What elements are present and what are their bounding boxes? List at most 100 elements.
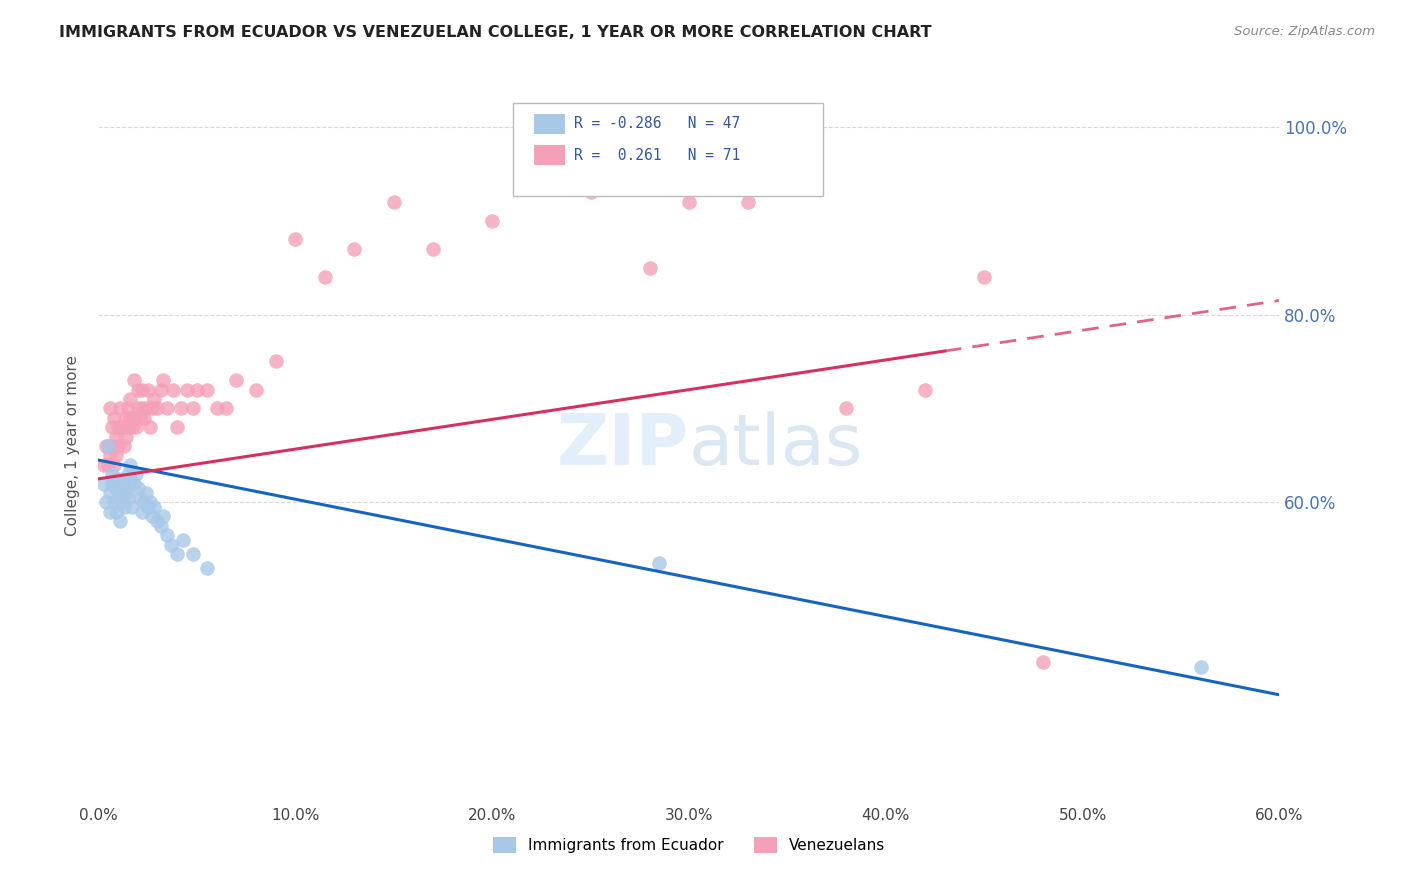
Point — [166, 420, 188, 434]
Point — [108, 420, 131, 434]
Point — [245, 383, 267, 397]
Point — [343, 242, 366, 256]
Point — [136, 500, 159, 514]
Point — [103, 495, 125, 509]
Point — [105, 449, 128, 463]
Point — [103, 472, 125, 486]
Point — [835, 401, 858, 416]
Point — [98, 401, 121, 416]
Point — [1189, 659, 1212, 673]
Point — [146, 401, 169, 416]
Point — [93, 458, 115, 472]
Point — [117, 467, 139, 482]
Point — [138, 420, 160, 434]
Point — [96, 439, 118, 453]
Point — [115, 429, 138, 443]
Point — [215, 401, 238, 416]
Point — [112, 481, 135, 495]
Point — [118, 472, 141, 486]
Point — [142, 500, 165, 514]
Point — [914, 383, 936, 397]
Point — [118, 410, 141, 425]
Point — [107, 491, 129, 505]
Point — [105, 481, 128, 495]
Point — [181, 401, 204, 416]
Point — [112, 420, 135, 434]
Point — [101, 439, 124, 453]
Point — [160, 538, 183, 552]
Point — [132, 495, 155, 509]
Point — [107, 439, 129, 453]
Point — [131, 383, 153, 397]
Point — [579, 186, 602, 200]
Point — [195, 561, 218, 575]
Point — [141, 509, 163, 524]
Point — [118, 392, 141, 406]
Point — [195, 383, 218, 397]
Point — [481, 213, 503, 227]
Point — [141, 401, 163, 416]
Point — [176, 383, 198, 397]
Point — [135, 401, 157, 416]
Point — [181, 547, 204, 561]
Point — [117, 401, 139, 416]
Point — [111, 495, 134, 509]
Point — [1032, 655, 1054, 669]
Point — [111, 476, 134, 491]
Point — [162, 383, 184, 397]
Point — [132, 410, 155, 425]
Point — [135, 486, 157, 500]
Point — [225, 373, 247, 387]
Point — [103, 458, 125, 472]
Point — [105, 505, 128, 519]
Point — [138, 495, 160, 509]
Point — [172, 533, 194, 547]
Point — [314, 270, 336, 285]
Point — [98, 486, 121, 500]
Point — [156, 401, 179, 416]
Point — [117, 491, 139, 505]
Point — [93, 476, 115, 491]
Point — [127, 401, 149, 416]
Text: Source: ZipAtlas.com: Source: ZipAtlas.com — [1234, 25, 1375, 38]
Point — [108, 514, 131, 528]
Point — [737, 194, 759, 209]
Text: IMMIGRANTS FROM ECUADOR VS VENEZUELAN COLLEGE, 1 YEAR OR MORE CORRELATION CHART: IMMIGRANTS FROM ECUADOR VS VENEZUELAN CO… — [59, 25, 932, 40]
Point — [127, 481, 149, 495]
Point — [128, 410, 150, 425]
Point — [125, 420, 148, 434]
Point — [97, 439, 120, 453]
Point — [108, 486, 131, 500]
Point — [117, 420, 139, 434]
Point — [422, 242, 444, 256]
Point — [152, 373, 174, 387]
Point — [150, 383, 173, 397]
Point — [638, 260, 661, 275]
Y-axis label: College, 1 year or more: College, 1 year or more — [65, 356, 80, 536]
Point — [107, 420, 129, 434]
Point — [127, 383, 149, 397]
Point — [111, 420, 134, 434]
Point — [382, 194, 405, 209]
Point — [101, 420, 124, 434]
Point — [112, 500, 135, 514]
Point — [128, 491, 150, 505]
Text: ZIP: ZIP — [557, 411, 689, 481]
Point — [101, 467, 124, 482]
Point — [678, 194, 700, 209]
Point — [122, 476, 145, 491]
Point — [98, 449, 121, 463]
Point — [118, 458, 141, 472]
Point — [108, 401, 131, 416]
Point — [101, 476, 124, 491]
Point — [112, 439, 135, 453]
Text: R =  0.261   N = 71: R = 0.261 N = 71 — [574, 148, 740, 162]
Point — [98, 505, 121, 519]
Point — [121, 500, 143, 514]
Point — [131, 505, 153, 519]
Point — [136, 383, 159, 397]
Point — [103, 410, 125, 425]
Point — [152, 509, 174, 524]
Point — [97, 458, 120, 472]
Point — [520, 176, 543, 190]
